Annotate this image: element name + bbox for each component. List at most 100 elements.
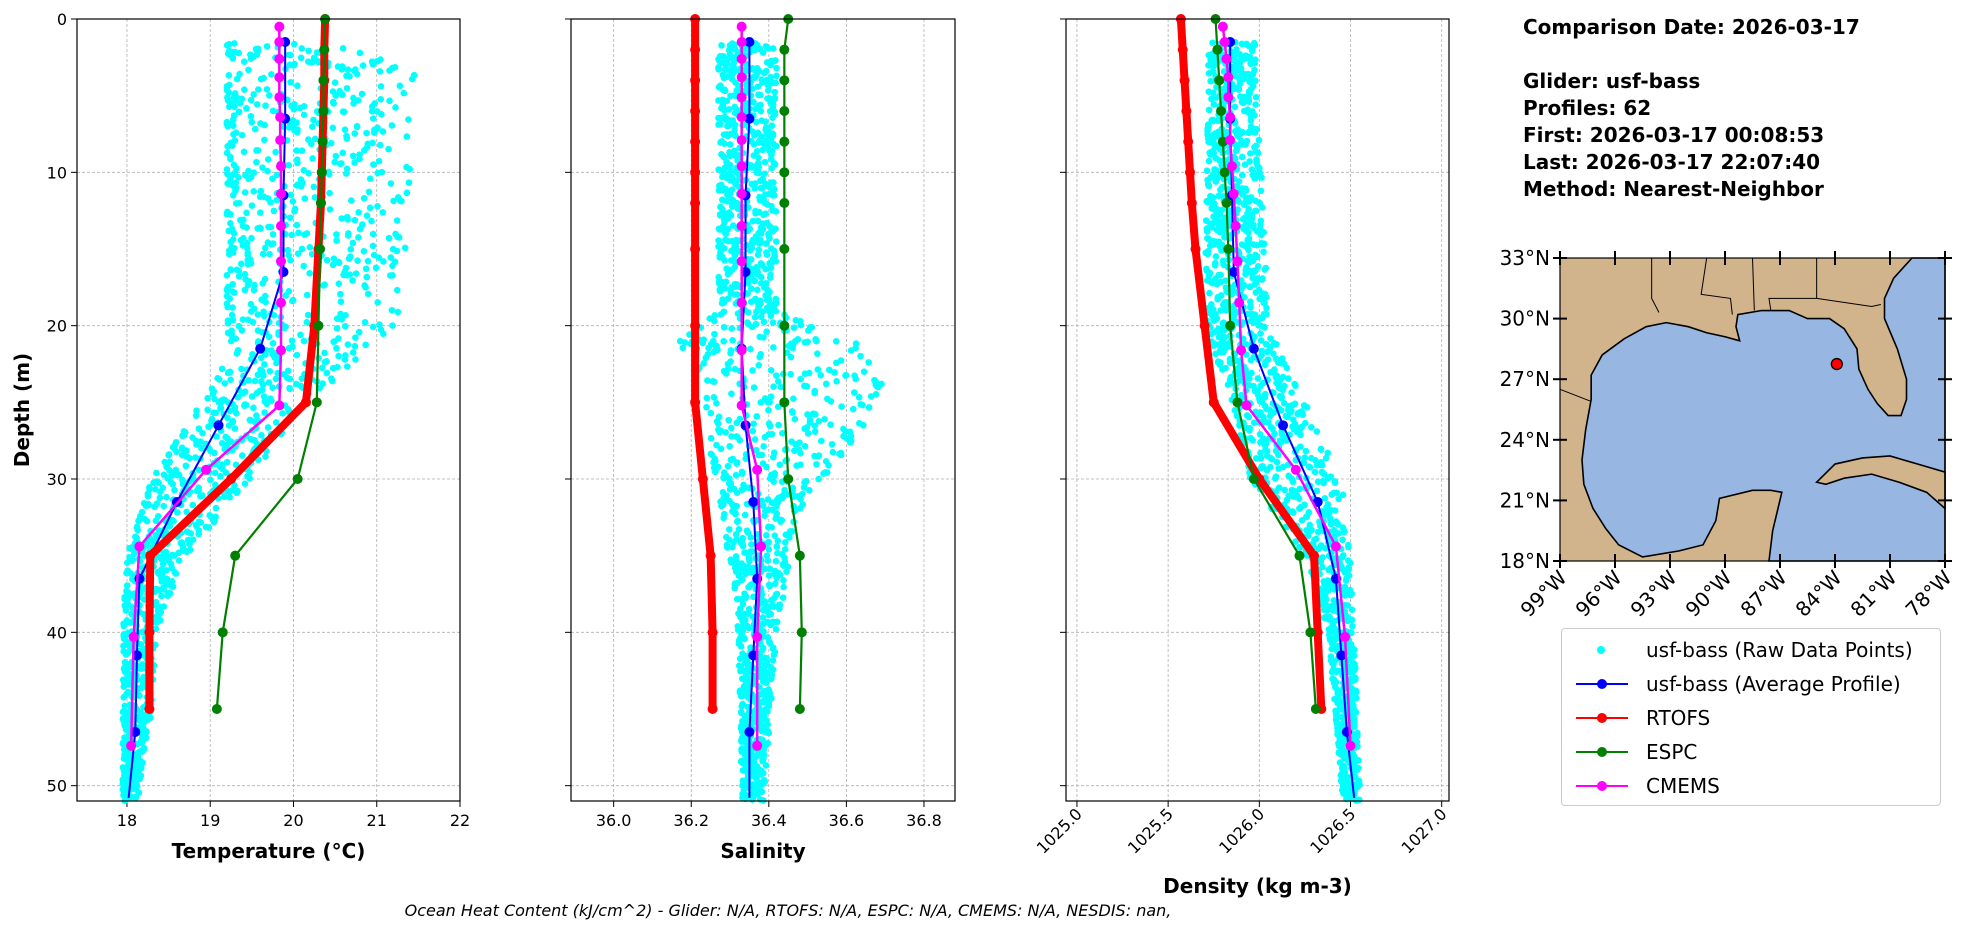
raw-point [757, 107, 765, 115]
raw-point [396, 82, 404, 90]
raw-point [1341, 790, 1348, 798]
lat-tick-label: 18°N [1500, 549, 1550, 573]
raw-point [768, 499, 776, 507]
raw-point [748, 541, 755, 548]
raw-point [273, 171, 281, 179]
raw-point [765, 431, 773, 438]
raw-point [724, 60, 731, 68]
raw-point [121, 602, 129, 610]
raw-point [765, 296, 773, 303]
raw-point [859, 401, 866, 409]
raw-point [230, 122, 237, 130]
raw-point [828, 440, 836, 448]
raw-point [1249, 47, 1256, 55]
raw-point [1277, 407, 1285, 414]
raw-point [1351, 773, 1359, 781]
raw-point [787, 353, 795, 361]
raw-point [138, 710, 146, 718]
raw-point [1306, 521, 1314, 529]
raw-point [272, 375, 280, 383]
raw-point [1258, 240, 1265, 247]
raw-point [363, 273, 371, 281]
raw-point [310, 116, 317, 124]
raw-point [1260, 296, 1268, 304]
raw-point [759, 308, 767, 316]
raw-point [781, 539, 789, 546]
raw-point [1252, 148, 1260, 156]
raw-point [752, 752, 760, 759]
raw-point [1327, 520, 1335, 528]
raw-point [1262, 358, 1269, 366]
raw-point [179, 451, 186, 459]
raw-point [290, 62, 297, 69]
raw-point [344, 232, 352, 239]
raw-point [1274, 359, 1282, 366]
line-marker-icon [1597, 747, 1607, 757]
raw-point [856, 420, 863, 427]
raw-point [737, 757, 745, 765]
series-marker [1228, 267, 1239, 277]
raw-point [225, 71, 233, 79]
raw-point [121, 702, 129, 710]
raw-point [121, 668, 129, 676]
raw-point [335, 280, 343, 287]
series-marker [748, 650, 759, 661]
raw-point [1233, 46, 1240, 53]
raw-point [349, 239, 357, 247]
raw-point [733, 433, 740, 440]
raw-point [1264, 419, 1272, 426]
raw-point [739, 623, 746, 631]
legend-item-raw: usf-bass (Raw Data Points) [1572, 635, 1913, 665]
raw-point [182, 462, 190, 470]
raw-point [726, 536, 733, 544]
raw-point [166, 589, 174, 597]
raw-point [1222, 277, 1229, 284]
raw-point [362, 265, 370, 273]
raw-point [717, 115, 725, 122]
series-marker [1228, 188, 1239, 199]
raw-point [748, 285, 755, 292]
raw-point [781, 545, 789, 553]
raw-point [731, 103, 738, 111]
raw-point [766, 639, 774, 647]
raw-point [260, 193, 268, 201]
raw-point [342, 352, 349, 359]
raw-point [183, 548, 191, 556]
lat-tick-label: 24°N [1500, 428, 1550, 452]
raw-point [253, 412, 260, 419]
series-marker [1199, 320, 1210, 331]
raw-point [345, 255, 353, 262]
series-line-espc [783, 18, 803, 710]
raw-point [704, 351, 712, 358]
raw-point [250, 188, 258, 195]
raw-point [1340, 584, 1348, 592]
raw-point [727, 257, 735, 264]
raw-point [1231, 287, 1238, 295]
raw-point [1317, 458, 1325, 466]
raw-point [789, 344, 797, 352]
raw-point [1238, 40, 1246, 48]
raw-point [204, 394, 211, 402]
raw-point [1245, 205, 1253, 213]
raw-point [1273, 341, 1280, 348]
series-marker [1212, 44, 1223, 55]
raw-point [764, 634, 772, 641]
raw-point [726, 497, 733, 505]
raw-point [1210, 101, 1218, 108]
series-marker [1290, 464, 1301, 475]
raw-point [1252, 289, 1260, 296]
series-marker [274, 53, 285, 64]
raw-point [1215, 333, 1223, 341]
raw-point [1255, 199, 1263, 207]
raw-point [334, 63, 342, 70]
raw-point [791, 415, 799, 423]
raw-point [773, 238, 780, 245]
raw-point [821, 415, 828, 423]
series-marker [292, 474, 303, 484]
raw-point [298, 245, 306, 253]
raw-point [1254, 375, 1262, 382]
raw-point [121, 658, 129, 666]
series-line-rtofs [691, 19, 717, 709]
series-marker [690, 244, 701, 254]
series-marker [690, 106, 701, 116]
